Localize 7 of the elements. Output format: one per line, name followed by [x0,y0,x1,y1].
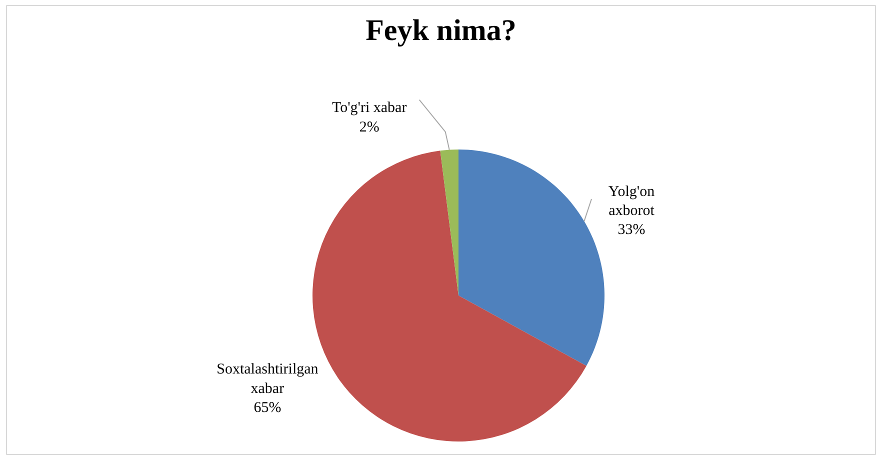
data-label: 33% [618,222,646,238]
slice-label: To'g'ri xabar [332,100,407,116]
chart-title: Feyk nima? [366,14,516,47]
data-label: 2% [359,119,380,136]
data-label: 65% [254,400,282,416]
slice-label: Yolg'on axborot [608,184,656,219]
slice-label: Soxtalashtirilgan xabar [216,362,319,397]
